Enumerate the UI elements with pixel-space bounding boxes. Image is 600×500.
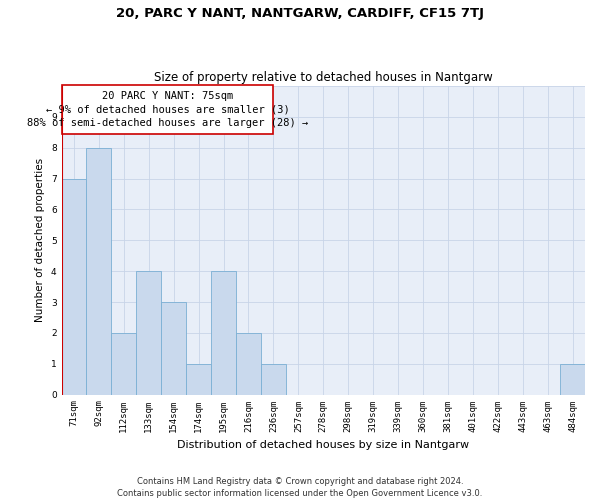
Text: 20, PARC Y NANT, NANTGARW, CARDIFF, CF15 7TJ: 20, PARC Y NANT, NANTGARW, CARDIFF, CF15…	[116, 8, 484, 20]
Bar	[236, 333, 261, 394]
Bar	[86, 148, 112, 394]
Bar	[560, 364, 585, 394]
Bar	[62, 178, 86, 394]
Y-axis label: Number of detached properties: Number of detached properties	[35, 158, 46, 322]
Text: 20 PARC Y NANT: 75sqm
← 9% of detached houses are smaller (3)
88% of semi-detach: 20 PARC Y NANT: 75sqm ← 9% of detached h…	[27, 92, 308, 128]
Bar	[261, 364, 286, 394]
Text: Contains HM Land Registry data © Crown copyright and database right 2024.
Contai: Contains HM Land Registry data © Crown c…	[118, 476, 482, 498]
Bar	[161, 302, 186, 394]
Bar	[186, 364, 211, 394]
Bar	[211, 271, 236, 394]
Title: Size of property relative to detached houses in Nantgarw: Size of property relative to detached ho…	[154, 70, 493, 84]
X-axis label: Distribution of detached houses by size in Nantgarw: Distribution of detached houses by size …	[177, 440, 469, 450]
Bar	[136, 271, 161, 394]
FancyBboxPatch shape	[62, 86, 274, 134]
Bar	[112, 333, 136, 394]
